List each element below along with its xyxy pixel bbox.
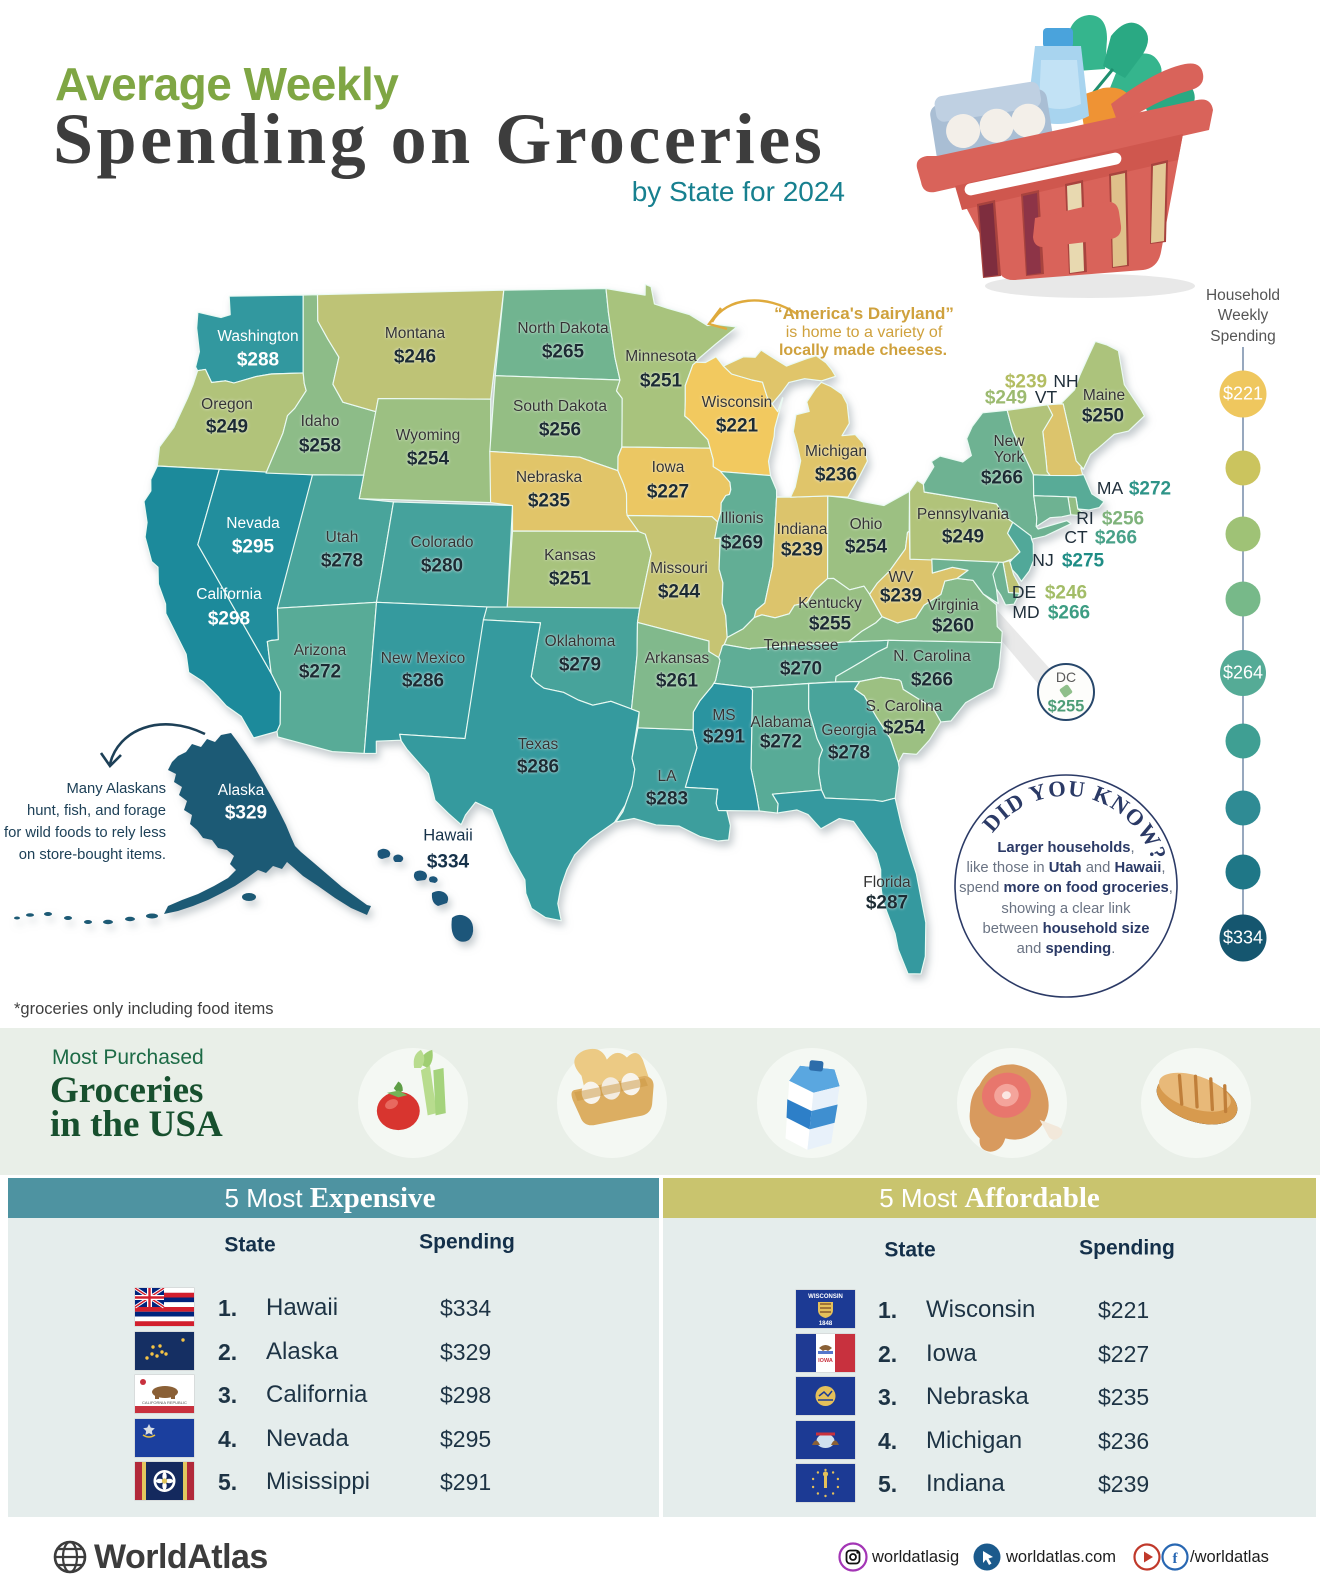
svg-text:WISCONSIN: WISCONSIN — [808, 1294, 843, 1300]
svg-text:1848: 1848 — [819, 1321, 833, 1327]
svg-text:CALIFORNIA REPUBLIC: CALIFORNIA REPUBLIC — [142, 1400, 187, 1405]
svg-text:f: f — [1173, 1551, 1179, 1567]
svg-text:IOWA: IOWA — [818, 1358, 833, 1364]
